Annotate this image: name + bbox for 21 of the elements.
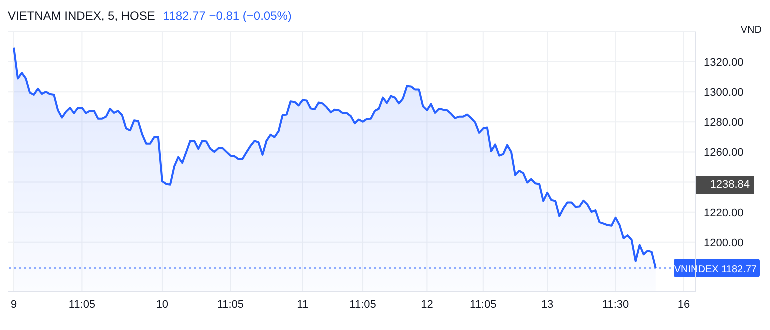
x-tick-label: 11:05 (350, 298, 376, 311)
x-tick-label: 13 (541, 298, 554, 311)
x-tick-label: 11:05 (470, 298, 497, 311)
y-tick-label: 1320.00 (704, 56, 744, 69)
x-tick-label: 12 (421, 298, 434, 311)
x-tick-label: 11 (297, 298, 309, 311)
x-tick-label: 16 (678, 298, 690, 311)
y-tick-label: 1260.00 (704, 147, 744, 160)
y-tick-label: 1300.00 (704, 87, 744, 100)
x-tick-label: 11:05 (68, 298, 96, 311)
y-tick-label: 1280.00 (704, 117, 744, 130)
x-tick-label: 11:30 (602, 298, 630, 311)
x-tick-label: 9 (10, 298, 18, 311)
y-tick-label: 1220.00 (704, 207, 744, 220)
x-tick-label: 10 (156, 298, 169, 311)
text: 1238.84 (696, 176, 754, 194)
chart-title: VIETNAM INDEX, 5, HOSE (8, 9, 156, 23)
x-tick-label: 11:05 (217, 298, 244, 311)
chart-subtitle: 1182.77 −0.81 (−0.05%) (163, 9, 292, 23)
y-tick-label: 1200.00 (704, 237, 744, 250)
y-axis-title: VND (740, 25, 762, 36)
